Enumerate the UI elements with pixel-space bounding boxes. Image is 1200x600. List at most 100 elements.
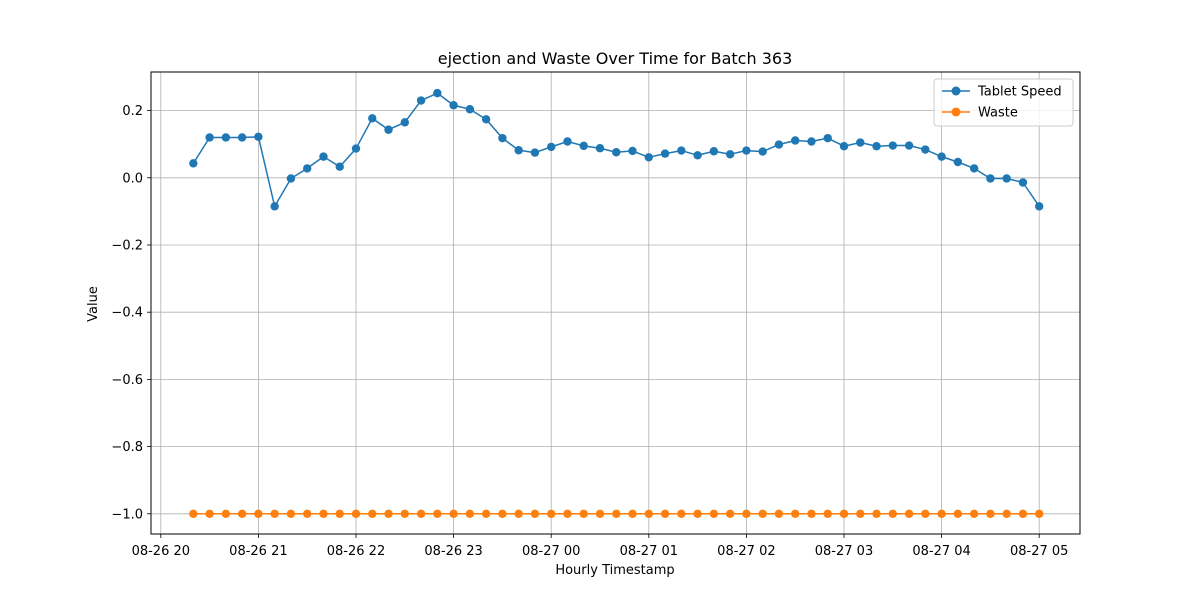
data-point-waste <box>400 509 409 518</box>
x-tick-label: 08-26 23 <box>424 544 482 559</box>
data-point-waste <box>693 509 702 518</box>
data-point-tablet-speed <box>856 138 865 147</box>
x-tick-label: 08-26 20 <box>132 544 190 559</box>
data-point-tablet-speed <box>433 88 442 98</box>
data-point-waste <box>237 509 247 518</box>
data-point-tablet-speed <box>644 153 653 162</box>
x-tick-label: 08-27 05 <box>1010 544 1068 559</box>
data-point-waste <box>628 509 637 518</box>
data-point-waste <box>1002 509 1011 518</box>
data-point-tablet-speed <box>368 114 377 123</box>
data-point-tablet-speed <box>465 105 475 114</box>
legend-swatch-marker <box>951 86 961 96</box>
data-point-tablet-speed <box>677 146 686 155</box>
data-point-tablet-speed <box>400 118 409 127</box>
data-point-tablet-speed <box>758 147 767 156</box>
data-point-waste <box>774 509 784 518</box>
data-point-tablet-speed <box>563 137 572 146</box>
data-point-tablet-speed <box>807 137 816 146</box>
x-tick-label: 08-27 00 <box>522 544 580 559</box>
y-axis-title: Value <box>86 286 101 322</box>
data-point-waste <box>921 509 930 518</box>
data-point-tablet-speed <box>969 164 979 173</box>
data-point-tablet-speed <box>351 144 361 153</box>
y-tick-label: −1.0 <box>111 507 143 522</box>
data-point-waste <box>514 509 523 518</box>
legend: Tablet Speed Waste <box>933 78 1074 127</box>
data-point-tablet-speed <box>319 152 328 161</box>
data-point-tablet-speed <box>1002 174 1011 183</box>
data-point-waste <box>465 509 475 518</box>
legend-label-tablet-speed: Tablet Speed <box>977 85 1062 100</box>
data-point-waste <box>189 509 198 518</box>
data-point-waste <box>595 509 605 518</box>
x-tick-label: 08-27 01 <box>620 544 678 559</box>
data-point-tablet-speed <box>742 146 751 155</box>
data-point-tablet-speed <box>514 146 523 155</box>
data-point-tablet-speed <box>286 174 296 183</box>
x-tick-label: 08-26 21 <box>229 544 287 559</box>
x-tick-label: 08-27 03 <box>815 544 873 559</box>
data-point-waste <box>547 509 556 518</box>
data-point-tablet-speed <box>595 144 605 153</box>
data-point-waste <box>937 509 946 518</box>
data-point-waste <box>709 509 719 518</box>
data-point-waste <box>986 509 995 518</box>
data-point-waste <box>579 509 588 518</box>
data-point-tablet-speed <box>254 132 263 142</box>
data-point-waste <box>839 509 849 518</box>
data-point-tablet-speed <box>481 115 491 124</box>
data-point-waste <box>335 509 344 518</box>
data-point-waste <box>677 509 686 518</box>
legend-swatch-marker <box>951 107 961 117</box>
data-point-tablet-speed <box>612 148 621 157</box>
data-point-tablet-speed <box>725 150 735 159</box>
x-tick-label: 08-27 02 <box>717 544 775 559</box>
data-point-tablet-speed <box>937 152 946 161</box>
data-point-waste <box>758 509 767 518</box>
x-tick-label: 08-26 22 <box>327 544 385 559</box>
data-point-tablet-speed <box>1018 178 1028 187</box>
data-point-waste <box>286 509 296 518</box>
data-point-waste <box>872 509 881 518</box>
data-point-tablet-speed <box>693 151 702 160</box>
y-tick-label: −0.8 <box>111 440 143 455</box>
data-point-waste <box>1035 509 1044 518</box>
data-point-tablet-speed <box>303 164 312 173</box>
data-point-waste <box>856 509 865 518</box>
data-point-waste <box>481 509 491 518</box>
data-point-tablet-speed <box>205 133 214 142</box>
axis-ticks: 08-26 20 08-26 21 08-26 22 08-26 23 08-27 00… <box>111 104 1068 559</box>
data-point-waste <box>498 509 507 518</box>
y-tick-label: −0.6 <box>111 373 143 388</box>
data-point-waste <box>368 509 377 518</box>
chart-title: ejection and Waste Over Time for Batch 3… <box>438 49 793 68</box>
data-point-waste <box>303 509 312 518</box>
data-point-tablet-speed <box>335 162 344 171</box>
data-point-waste <box>384 509 393 518</box>
data-point-tablet-speed <box>547 142 556 152</box>
data-point-waste <box>791 509 800 518</box>
x-tick-label: 08-27 04 <box>912 544 970 559</box>
plot-frame <box>150 71 1081 535</box>
data-point-waste <box>725 509 735 518</box>
legend-label-waste: Waste <box>978 106 1018 121</box>
data-point-tablet-speed <box>384 125 393 134</box>
data-point-tablet-speed <box>189 159 198 168</box>
data-point-waste <box>807 509 816 518</box>
data-point-waste <box>888 509 897 518</box>
data-point-tablet-speed <box>498 133 507 143</box>
data-point-waste <box>221 509 231 518</box>
data-point-waste <box>351 509 361 518</box>
data-point-waste <box>644 509 653 518</box>
y-tick-label: −0.4 <box>111 306 143 321</box>
data-point-waste <box>563 509 572 518</box>
data-point-tablet-speed <box>237 133 247 142</box>
data-point-tablet-speed <box>449 101 458 110</box>
data-point-waste <box>904 509 914 518</box>
data-point-tablet-speed <box>872 142 881 151</box>
data-point-tablet-speed <box>270 202 279 211</box>
data-point-tablet-speed <box>530 148 540 157</box>
data-point-tablet-speed <box>921 145 930 154</box>
